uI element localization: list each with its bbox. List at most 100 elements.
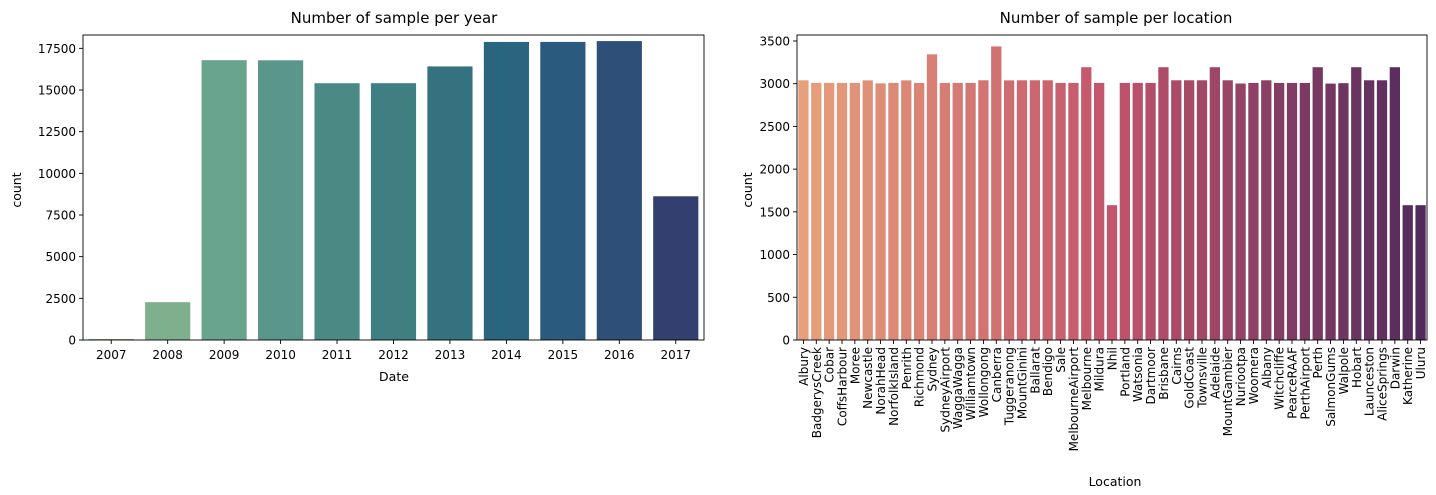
location-xtick-label: Cobar [823,347,837,383]
location-bar [1042,80,1053,340]
location-bar [1016,80,1028,340]
location-bar [1415,205,1426,340]
year-bar [540,41,586,341]
year-ytick-label: 0 [68,334,76,348]
year-xtick-label: 2010 [265,348,296,362]
location-xtick-label: Brisbane [1157,347,1171,400]
year-xtick-label: 2014 [491,348,522,362]
location-bar [1094,82,1105,340]
location-xtick-label: Sale [1054,347,1068,373]
location-bar [1055,82,1066,340]
location-xtick-label: Mildura [1093,347,1107,392]
location-bar [862,80,873,341]
location-bar [1364,80,1375,340]
year-xtick-label: 2008 [152,348,183,362]
location-xtick-label: PearceRAAF [1286,347,1300,419]
location-ytick-label: 1500 [759,205,790,219]
location-xtick-label: Portland [1118,347,1132,397]
location-xtick-label: Canberra [990,347,1004,402]
year-xtick-label: 2017 [660,348,691,362]
location-bar [1081,67,1092,341]
location-xtick-label: Melbourne [1080,347,1094,410]
location-xtick-label: Albury [797,347,811,386]
year-ytick-label: 15000 [38,84,76,98]
location-bar [1338,83,1349,340]
year-ytick-label: 7500 [45,209,76,223]
location-xtick-label: MountGinini [1016,347,1030,419]
location-xtick-label: Woomera [1247,347,1261,404]
location-bar [1222,80,1233,340]
location-bar [836,82,848,340]
location-xtick-label: Nuriootpa [1234,347,1248,406]
location-bar [1119,82,1130,340]
location-bar [1248,82,1259,340]
year-bar [427,66,473,341]
location-xtick-label: Cairns [1170,347,1184,385]
location-bar [926,54,938,340]
location-bar [991,46,1002,340]
location-bar [1158,67,1169,341]
location-xtick-label: Hobart [1350,347,1364,388]
year-bar [483,41,529,341]
year-xtick-label: 2016 [604,348,635,362]
location-xtick-label: NorahHead [874,347,888,415]
location-xtick-label: Townsville [1196,347,1210,409]
year-ytick-label: 10000 [38,167,76,181]
year-bar [596,41,642,340]
location-xtick-label: Sydney [926,347,940,391]
location-bar [1274,82,1285,340]
location-chart-title: Number of sample per location [1000,9,1233,27]
location-xtick-label: AliceSprings [1376,347,1390,421]
location-xtick-label: MelbourneAirport [1067,347,1081,452]
year-chart-axes-frame [82,34,705,341]
location-bar [1312,67,1323,341]
location-ytick-label: 3000 [759,77,790,91]
location-bar [1171,80,1182,340]
location-ytick-label: 500 [767,291,790,305]
location-bar [1376,80,1388,340]
location-xtick-label: Ballarat [1028,347,1042,394]
location-bar [849,82,860,340]
location-bar [952,82,963,340]
year-chart-title: Number of sample per year [291,9,499,27]
location-bar [1299,82,1310,340]
location-bar [1029,80,1040,340]
location-xtick-label: Tuggeranong [1003,347,1017,426]
year-xtick-label: 2013 [435,348,466,362]
location-bar [978,80,989,340]
location-xtick-label: SydneyAirport [938,347,952,433]
location-ytick-label: 1000 [759,248,790,262]
year-bar [258,60,304,341]
location-xtick-label: Darwin [1388,347,1402,389]
location-xtick-label: BadgerysCreek [810,347,824,438]
year-bar [145,302,191,340]
year-chart: Number of sample per year count Date 0 25… [9,9,705,384]
location-xtick-label: Uluru [1414,347,1428,379]
location-bar [914,82,925,340]
location-xtick-label: Walpole [1337,347,1351,394]
location-bar [1389,67,1400,341]
location-xtick-label: Dartmoor [1144,347,1158,405]
location-bar [1145,82,1156,340]
location-bar [1286,82,1298,340]
year-ytick-label: 2500 [45,292,76,306]
year-chart-ylabel: count [9,172,24,207]
location-bar [888,82,899,340]
location-bar [1004,80,1015,341]
location-xtick-label: Penrith [900,347,914,389]
location-bar [1068,82,1079,340]
location-bar [1132,82,1143,340]
location-xtick-label: Wollongong [977,347,991,417]
year-ytick-label: 12500 [38,125,76,139]
location-xtick-label: Richmond [913,347,927,407]
location-xtick-label: WaggaWagga [951,347,965,429]
location-bar [1325,83,1336,340]
location-bar [965,82,976,340]
location-xtick-label: Newcastle [861,347,875,409]
location-xtick-label: MountGambier [1221,347,1235,436]
location-ytick-label: 3500 [759,34,790,48]
year-xtick-label: 2007 [96,348,127,362]
location-xtick-label: Perth [1311,347,1325,378]
